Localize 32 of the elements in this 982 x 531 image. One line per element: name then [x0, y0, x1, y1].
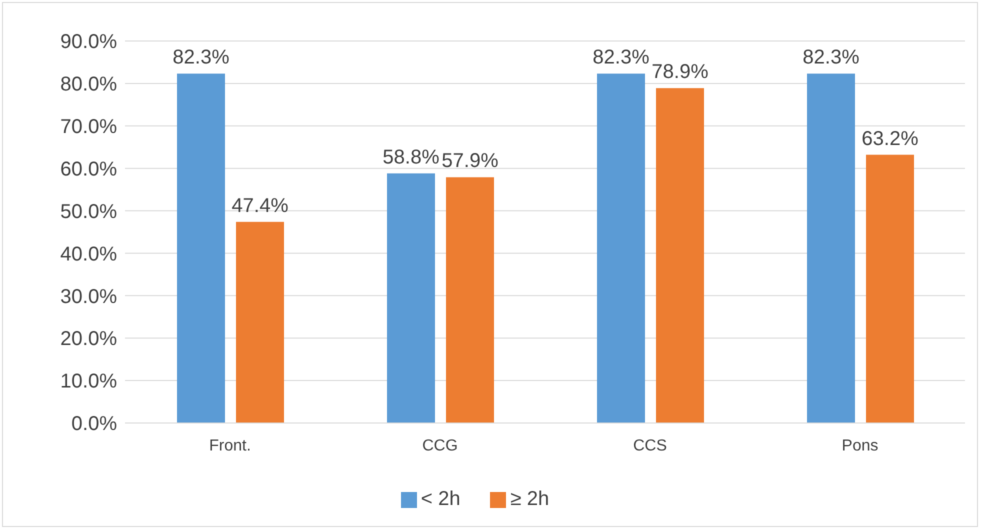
- y-tick-label: 90.0%: [60, 31, 118, 54]
- x-tick-label: Pons: [842, 437, 878, 454]
- bar: [387, 173, 435, 423]
- legend-label: < 2h: [420, 488, 460, 510]
- data-label: 58.8%: [382, 146, 440, 168]
- data-label: 47.4%: [232, 194, 289, 217]
- bar: [446, 177, 494, 423]
- bar: [656, 88, 704, 423]
- x-tick-label: CCS: [633, 437, 667, 454]
- y-tick-label: 60.0%: [60, 158, 118, 180]
- bar: [597, 74, 645, 423]
- y-tick-label: 40.0%: [60, 243, 118, 266]
- data-label: 82.3%: [172, 46, 230, 69]
- y-tick-label: 50.0%: [60, 200, 118, 223]
- bar: [236, 222, 284, 423]
- x-tick-label: CCG: [422, 437, 458, 454]
- data-label: 78.9%: [652, 61, 709, 84]
- y-tick-label: 0.0%: [71, 413, 118, 436]
- bar: [177, 74, 225, 423]
- y-tick-label: 80.0%: [60, 74, 118, 96]
- y-tick-label: 20.0%: [60, 328, 118, 350]
- y-tick-label: 10.0%: [60, 370, 118, 393]
- data-label: 63.2%: [862, 128, 919, 150]
- y-tick-label: 30.0%: [60, 286, 118, 308]
- bar: [866, 154, 914, 423]
- bar: [807, 74, 855, 423]
- x-tick-label: Front.: [209, 437, 251, 454]
- data-label: 82.3%: [592, 46, 650, 69]
- legend-label: ≥ 2h: [510, 488, 550, 510]
- y-tick-label: 70.0%: [60, 116, 118, 138]
- data-label: 82.3%: [802, 46, 860, 69]
- data-label: 57.9%: [442, 150, 499, 172]
